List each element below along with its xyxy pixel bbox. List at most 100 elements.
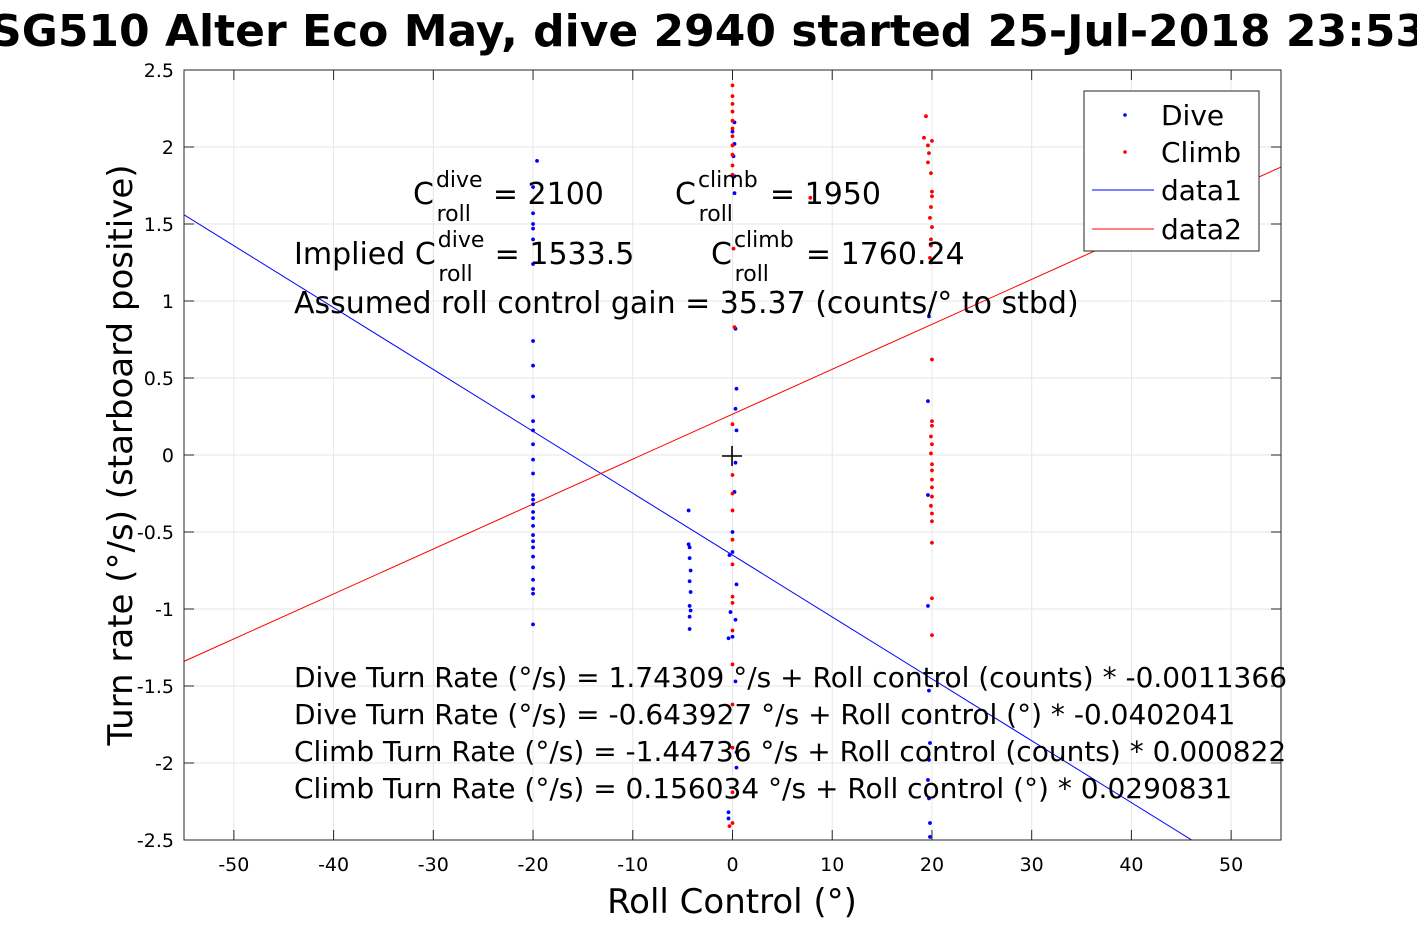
data1-fit-line — [184, 214, 1193, 840]
fit-equation-annotations: Dive Turn Rate (°/s) = 1.74309 °/s + Rol… — [294, 661, 1287, 805]
dive-point — [531, 523, 535, 528]
dive-point — [727, 553, 732, 557]
legend-label-dive: Dive — [1161, 99, 1224, 132]
dive-point — [734, 386, 739, 391]
dive-point — [726, 816, 731, 821]
climb-point — [929, 205, 933, 209]
climb-point — [730, 508, 735, 513]
dive-point — [531, 587, 535, 591]
climb-point — [929, 260, 933, 265]
dive-point — [687, 556, 692, 561]
dive-point — [531, 262, 535, 266]
x-tick-label: 30 — [1020, 854, 1044, 876]
dive-point — [531, 502, 535, 507]
dive-point — [728, 610, 733, 614]
dive-point — [730, 634, 735, 639]
climb-point — [930, 485, 934, 490]
climb-point — [730, 101, 735, 106]
dive-point — [531, 394, 535, 399]
x-tick-label: -40 — [318, 854, 349, 876]
climb-point — [730, 562, 735, 567]
legend-label-climb: Climb — [1161, 136, 1241, 169]
data-points — [531, 83, 934, 839]
x-tick-label: 40 — [1119, 854, 1143, 876]
dive-point — [531, 622, 535, 627]
climb-point — [926, 160, 930, 165]
y-tick-label: -1 — [155, 599, 174, 621]
climb-point — [730, 537, 735, 542]
dive-point — [730, 129, 735, 134]
dive-point — [926, 493, 930, 497]
fit-equation-line: Climb Turn Rate (°/s) = 0.156034 °/s + R… — [294, 772, 1232, 805]
x-tick-label: -20 — [518, 854, 549, 876]
dive-point — [531, 510, 535, 514]
climb-point — [929, 243, 933, 248]
dive-point — [531, 577, 535, 582]
climb-point — [930, 357, 934, 362]
climb-point — [730, 94, 735, 99]
legend-box — [1083, 90, 1260, 252]
climb-point — [930, 477, 934, 482]
climb-point — [808, 195, 813, 200]
dive-point — [531, 497, 535, 502]
y-tick-label: -0.5 — [137, 522, 174, 544]
dive-point — [531, 237, 535, 242]
fit-equation-line: Dive Turn Rate (°/s) = 1.74309 °/s + Rol… — [294, 661, 1287, 694]
dive-point — [927, 719, 931, 724]
climb-point — [730, 473, 735, 477]
roll-gain-annotation: Assumed roll control gain = 35.37 (count… — [294, 286, 1079, 321]
dive-point — [927, 688, 931, 693]
dive-point — [687, 614, 692, 619]
climb-point — [730, 600, 735, 605]
climb-point — [930, 519, 934, 524]
dive-point — [531, 565, 535, 570]
climb-point — [930, 194, 934, 199]
climb-point — [930, 189, 934, 194]
dive-point — [733, 617, 738, 622]
legend-label-data2: data2 — [1161, 213, 1242, 246]
climb-point — [930, 494, 934, 499]
dive-point — [926, 399, 930, 403]
dive-point — [531, 539, 535, 544]
legend-marker-dive — [1123, 113, 1127, 117]
y-tick-label: 1 — [162, 291, 174, 313]
climb-point — [922, 135, 926, 140]
climb-point — [730, 662, 735, 667]
climb-point — [727, 824, 732, 829]
legend-label-data1: data1 — [1161, 174, 1242, 207]
climb-point — [930, 225, 934, 229]
fit-equation-line: Dive Turn Rate (°/s) = -0.643927 °/s + R… — [294, 698, 1235, 731]
x-axis-label: Roll Control (°) — [607, 882, 857, 922]
climb-point — [730, 126, 735, 131]
climb-point — [928, 215, 932, 220]
dive-point — [686, 508, 691, 513]
climb-point — [929, 171, 933, 176]
chart-title: SG510 Alter Eco May, dive 2940 started 2… — [0, 6, 1417, 57]
dive-point — [687, 545, 692, 550]
y-axis-label: Turn rate (°/s) (starboard positive) — [101, 164, 141, 746]
dive-point — [733, 679, 738, 684]
dive-point — [687, 604, 692, 608]
climb-point — [927, 151, 931, 156]
climb-point — [730, 821, 735, 825]
dive-point — [535, 158, 539, 163]
climb-point — [730, 594, 735, 599]
dive-point — [926, 778, 930, 782]
x-tick-label: 50 — [1219, 854, 1243, 876]
climb-point — [930, 511, 934, 516]
dive-point — [531, 226, 535, 231]
x-tick-label: -50 — [218, 854, 249, 876]
axis-ticks: -50 -40 -30 -20 -10 0 10 20 30 40 50-2.5-2-1.5-1-0… — [137, 60, 1281, 876]
dive-point — [730, 550, 735, 554]
x-tick-label: 10 — [820, 854, 844, 876]
climb-point — [929, 434, 933, 439]
climb-point — [730, 702, 735, 707]
dive-point — [733, 406, 738, 411]
climb-point — [731, 246, 736, 251]
y-tick-label: 1.5 — [144, 214, 174, 236]
dive-point — [928, 741, 932, 745]
dive-point — [726, 636, 731, 641]
dive-point — [688, 568, 693, 573]
climb-point — [929, 503, 933, 508]
